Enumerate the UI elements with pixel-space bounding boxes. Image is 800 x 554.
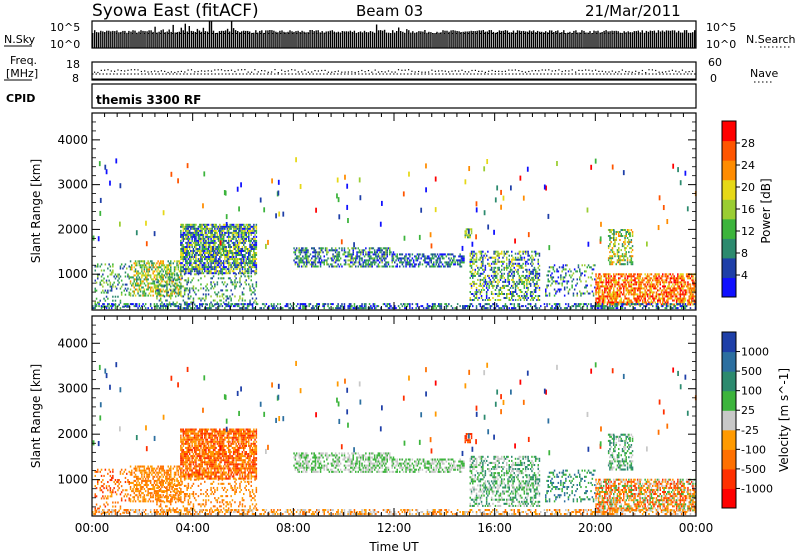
velocity-colorbar-segment: [722, 468, 736, 489]
x-axis-label: Time UT: [368, 540, 419, 554]
nsky-panel: N.Sky 10^5 10^0 10^5 10^0 N.Search: [4, 20, 796, 51]
velocity-xtick-6: 00:00: [679, 521, 714, 535]
freq-panel: Freq. [MHz] 18 8 60 0 Nave: [4, 54, 778, 85]
velocity-colorbar-label: Velocity [m s^-1]: [777, 368, 791, 472]
freq-top-tick: 18: [66, 58, 80, 71]
freq-label-line2: [MHz]: [6, 67, 38, 80]
power-colorbar-tick-2: 12: [741, 225, 755, 238]
nsearch-top-tick: 10^5: [706, 21, 736, 34]
power-colorbar-label: Power [dB]: [759, 178, 773, 243]
power-colorbar-segment: [722, 160, 736, 181]
power-colorbar-segment: [722, 199, 736, 220]
nave-bottom-tick: 0: [710, 72, 717, 85]
power-colorbar-tick-6: 28: [741, 137, 755, 150]
power-colorbar-segment: [722, 140, 736, 161]
power-colorbar-segment: [722, 179, 736, 200]
plot-title: Syowa East (fitACF): [92, 1, 259, 21]
velocity-xtick-0: 00:00: [75, 521, 110, 535]
velocity-xtick-3: 12:00: [377, 521, 412, 535]
velocity-colorbar-tick-3: -25: [741, 424, 759, 437]
power-colorbar-tick-1: 8: [741, 247, 748, 260]
power-colorbar-segment: [722, 218, 736, 239]
velocity-xtick-4: 16:00: [477, 521, 512, 535]
cpid-label: CPID: [6, 92, 35, 105]
nave-top-tick: 60: [708, 56, 722, 69]
nsearch-label: N.Search: [746, 33, 796, 46]
power-colorbar-segment: [722, 257, 736, 278]
power-colorbar-segment: [722, 238, 736, 259]
date-label: 21/Mar/2011: [585, 2, 681, 20]
freq-bottom-tick: 8: [72, 72, 79, 85]
velocity-ytick-1000: 1000: [57, 473, 88, 487]
power-colorbar-segment: [722, 121, 736, 142]
cpid-panel: CPID themis 3300 RF: [6, 83, 697, 109]
velocity-ytick-2000: 2000: [57, 427, 88, 441]
velocity-colorbar-segment: [722, 449, 736, 470]
power-ytick-1000: 1000: [57, 267, 88, 281]
velocity-colorbar-tick-4: 25: [741, 404, 755, 417]
power-colorbar-tick-3: 16: [741, 203, 755, 216]
power-ytick-2000: 2000: [57, 222, 88, 236]
nsky-top-tick: 10^5: [50, 21, 80, 34]
velocity-colorbar-segment: [722, 351, 736, 372]
velocity-colorbar-segment: [722, 332, 736, 353]
velocity-colorbar-tick-1: -500: [741, 463, 766, 476]
velocity-ylabel: Slant Range [km]: [29, 364, 43, 468]
velocity-ytick-3000: 3000: [57, 382, 88, 396]
velocity-ytick-4000: 4000: [57, 336, 88, 350]
nave-label: Nave: [750, 67, 778, 80]
beam-label: Beam 03: [356, 2, 423, 20]
velocity-colorbar-tick-0: -1000: [741, 482, 773, 495]
power-ylabel: Slant Range [km]: [29, 159, 43, 263]
power-ytick-4000: 4000: [57, 133, 88, 147]
power-ytick-3000: 3000: [57, 178, 88, 192]
power-colorbar-tick-5: 24: [741, 159, 755, 172]
power-colorbar-segment: [722, 277, 736, 298]
velocity-colorbar-segment: [722, 410, 736, 431]
velocity-colorbar-segment: [722, 488, 736, 509]
power-colorbar-tick-0: 4: [741, 269, 748, 282]
nsky-bottom-tick: 10^0: [50, 38, 80, 51]
power-panel: 1000 2000 3000 4000 Slant Range [km] 4 8 12 16…: [29, 112, 773, 311]
nsky-label: N.Sky: [4, 33, 36, 46]
cpid-value: themis 3300 RF: [96, 93, 201, 107]
nsearch-bottom-tick: 10^0: [706, 38, 736, 51]
velocity-xtick-2: 08:00: [276, 521, 311, 535]
velocity-panel: 1000 2000 3000 4000 00:00 04:00 08:00 12:00 16:0…: [29, 315, 791, 554]
velocity-colorbar-tick-6: 500: [741, 365, 762, 378]
velocity-colorbar-segment: [722, 429, 736, 450]
power-colorbar-tick-4: 20: [741, 181, 755, 194]
velocity-colorbar-segment: [722, 371, 736, 392]
velocity-colorbar-tick-7: 1000: [741, 346, 769, 359]
velocity-xtick-1: 04:00: [175, 521, 210, 535]
velocity-colorbar-tick-2: -100: [741, 443, 766, 456]
velocity-colorbar-tick-5: 100: [741, 385, 762, 398]
velocity-xtick-5: 20:00: [578, 521, 613, 535]
velocity-colorbar-segment: [722, 390, 736, 411]
freq-label-line1: Freq.: [10, 54, 37, 67]
